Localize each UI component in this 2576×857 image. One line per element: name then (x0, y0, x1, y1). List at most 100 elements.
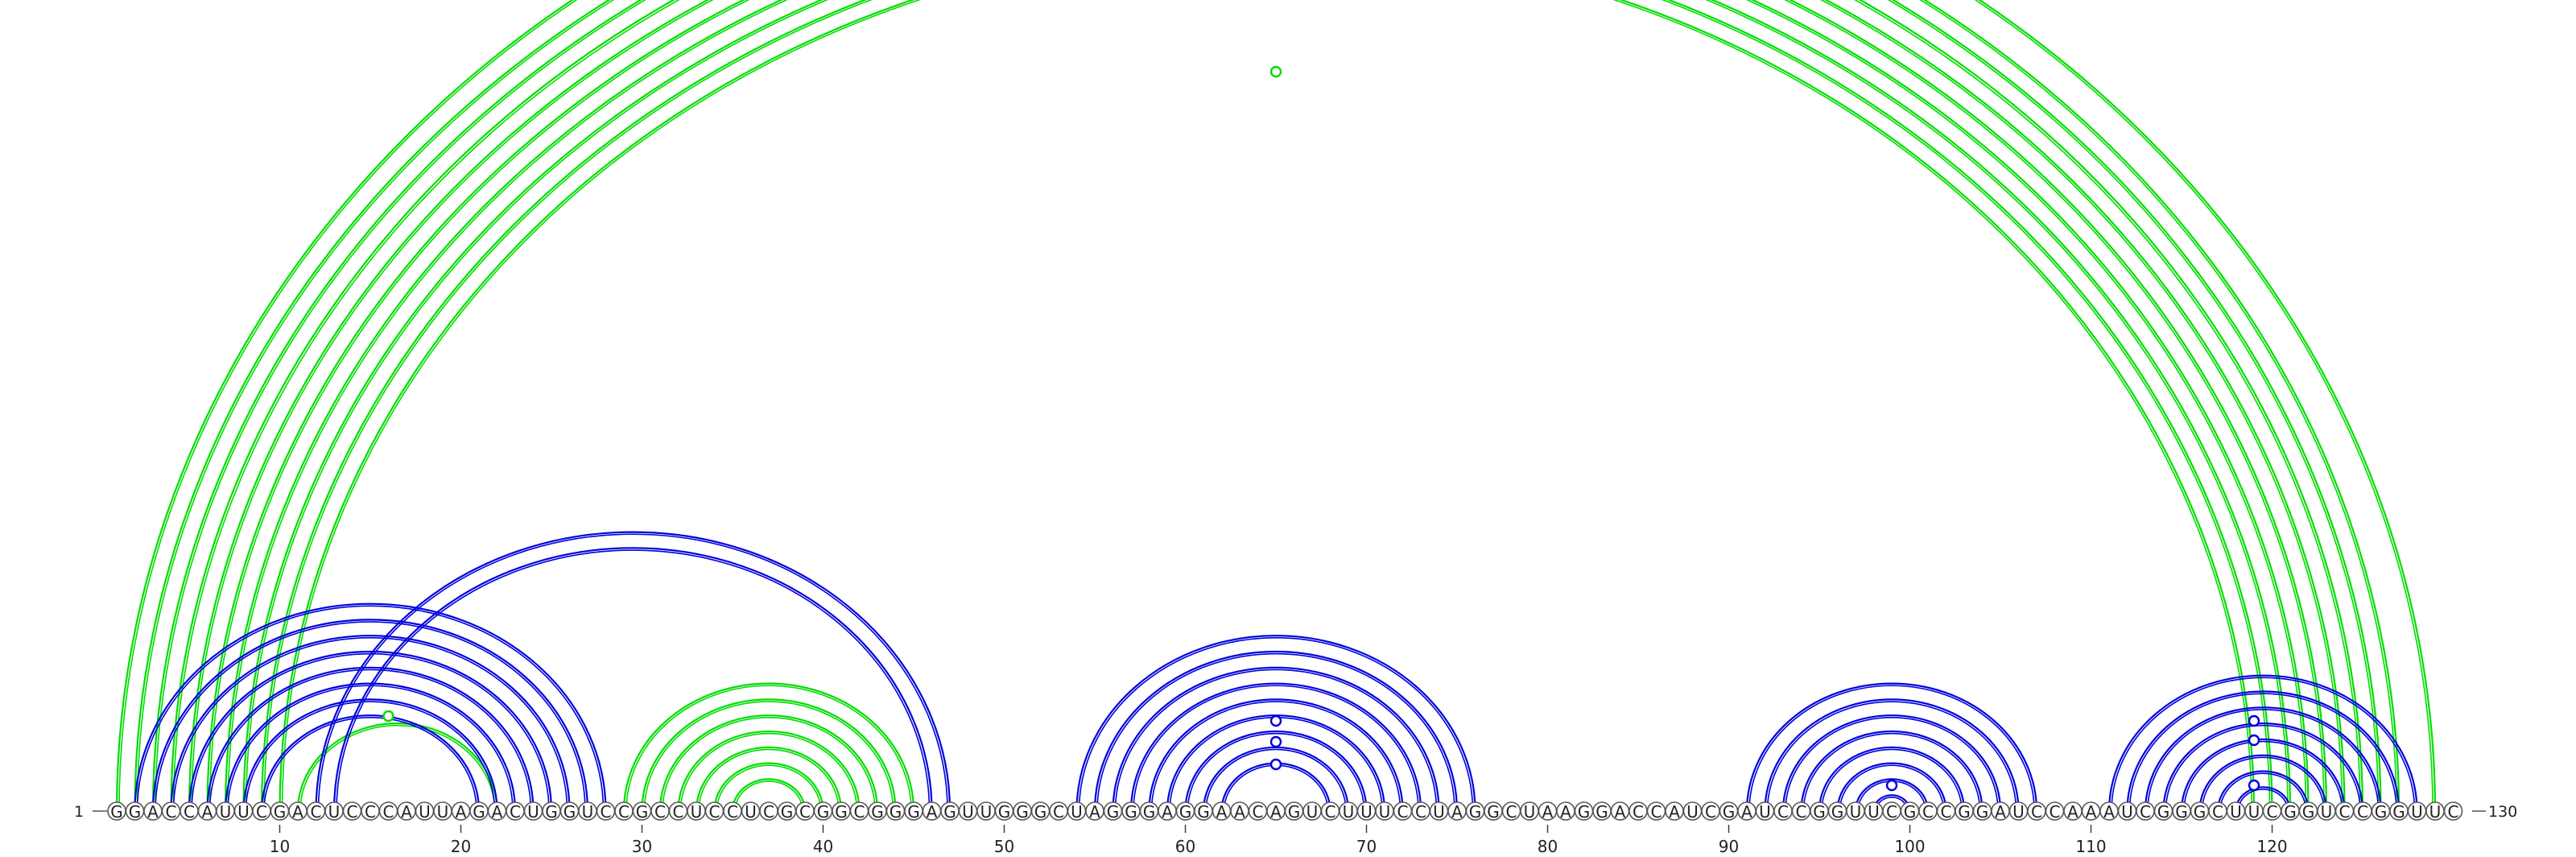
nucleotide-101-letter: C (1922, 802, 1934, 822)
structure-a-marker-2 (1269, 714, 1282, 727)
structure-a-arc-56-74 (1112, 666, 1440, 812)
structure-a-marker-4 (1885, 779, 1898, 792)
structure-a-marker-5 (2248, 779, 2260, 792)
nucleotide-18: U (415, 801, 435, 822)
nucleotide-87: A (1665, 801, 1684, 822)
structure-a-arc-91-107-inner (1748, 685, 2035, 812)
structure-a-arc-116-123-inner (2201, 756, 2325, 812)
nucleotide-105-letter: A (1995, 802, 2006, 822)
structure-b-arc-35-39 (731, 778, 807, 812)
nucleotide-34-letter: C (709, 802, 720, 822)
nucleotide-69: U (1339, 801, 1358, 822)
structure-a-arc-115-124-inner (2183, 740, 2343, 812)
structure-a-arc-117-122 (2216, 770, 2310, 812)
nucleotide-105: A (1991, 801, 2010, 822)
nucleotide-115-letter: G (2175, 802, 2188, 822)
nucleotide-124-letter: C (2339, 802, 2351, 822)
nucleotide-109-letter: A (2067, 802, 2079, 822)
structure-a-arc-2-28-inner (136, 605, 605, 812)
nucleotide-86: C (1646, 801, 1666, 822)
nucleotide-103: G (1955, 801, 1974, 822)
nucleotide-90-letter: G (1723, 802, 1736, 822)
nucleotide-37-letter: C (763, 802, 774, 822)
axis-tick-label-110: 110 (2075, 837, 2106, 856)
nucleotide-114: G (2153, 801, 2174, 822)
nucleotide-62: A (1212, 801, 1232, 822)
structure-a-arcs (134, 531, 2418, 812)
nucleotide-1-letter: G (110, 802, 123, 822)
structure-b-arc-10-119-inner (281, 0, 2252, 812)
structure-b-arc-31-43 (658, 714, 879, 812)
nucleotide-46: A (922, 801, 942, 822)
nucleotide-1: G (107, 801, 126, 822)
nucleotide-111-letter: A (2103, 802, 2115, 822)
nucleotide-6-letter: A (202, 802, 213, 822)
nucleotide-123-letter: U (2321, 802, 2333, 822)
nucleotide-75: A (1447, 801, 1467, 822)
structure-a-marker-6 (2248, 734, 2260, 747)
nucleotide-45: G (904, 801, 923, 822)
nucleotide-49-letter: U (980, 802, 993, 822)
nucleotide-85: C (1629, 801, 1648, 822)
nucleotide-26: G (559, 801, 580, 822)
nucleotide-48-letter: U (962, 802, 974, 822)
structure-a-arc-13-46-inner (336, 549, 931, 812)
structure-a-arc-7-23 (224, 682, 517, 812)
structure-a-arc-7-23-inner (227, 685, 514, 812)
axis-tick-label-100: 100 (1894, 837, 1925, 856)
structure-a-arc-9-21 (260, 714, 481, 812)
nucleotide-83: G (1592, 801, 1612, 822)
nucleotide-30: G (632, 801, 652, 822)
structure-b-arcs (115, 0, 2437, 812)
structure-a-arc-60-70 (1184, 730, 1368, 812)
structure-a-arc-3-27 (151, 619, 589, 812)
structure-b-arc-35-39-inner (734, 780, 803, 812)
structure-b-arc-3-126 (151, 0, 2382, 812)
nucleotide-8: U (233, 801, 254, 822)
nucleotide-10-letter: G (274, 802, 287, 822)
structure-a-arc-4-26 (170, 635, 571, 812)
structure-b-arc-3-126-inner (155, 0, 2380, 812)
nucleotide-50: G (994, 801, 1014, 822)
nucleotide-67-letter: U (1307, 802, 1319, 822)
nucleotide-111: A (2099, 801, 2119, 822)
structure-b-arc-6-123 (206, 0, 2328, 812)
nucleotide-121: G (2281, 801, 2300, 822)
nucleotide-25-letter: G (545, 802, 558, 822)
nucleotide-32-letter: C (673, 802, 684, 822)
arc-markers (382, 65, 2260, 792)
nucleotide-68: C (1320, 801, 1340, 822)
structure-b-arc-31-43-inner (662, 717, 876, 812)
nucleotide-123: U (2317, 801, 2336, 822)
start-position-label: 1 (74, 803, 84, 821)
nucleotide-129: U (2425, 801, 2445, 822)
nucleotide-115: G (2172, 801, 2191, 822)
structure-b-arc-7-122-inner (227, 0, 2307, 812)
nucleotide-49: U (976, 801, 996, 822)
structure-b-arc-29-45 (622, 682, 915, 812)
nucleotide-36: U (741, 801, 761, 822)
nucleotide-121-letter: G (2284, 802, 2297, 822)
nucleotide-126-letter: G (2375, 802, 2388, 822)
nucleotide-56: G (1103, 801, 1123, 822)
structure-a-marker-7 (2248, 714, 2260, 727)
nucleotide-122: G (2298, 801, 2318, 822)
structure-a-arc-6-24-inner (208, 669, 532, 812)
structure-b-arc-32-42-inner (679, 732, 858, 812)
nucleotide-91: A (1737, 801, 1757, 822)
nucleotide-70-letter: U (1360, 802, 1373, 822)
nucleotide-99: C (1882, 801, 1901, 822)
nucleotide-13-letter: U (328, 802, 341, 822)
nucleotide-104: G (1972, 801, 1992, 822)
nucleotide-86-letter: C (1651, 802, 1662, 822)
nucleotide-89: C (1701, 801, 1720, 822)
structure-a-arc-9-21-inner (263, 717, 477, 812)
nucleotide-47: G (940, 801, 960, 822)
structure-a-arc-54-76 (1075, 635, 1476, 812)
nucleotide-120: C (2262, 801, 2282, 822)
nucleotide-17-letter: A (401, 802, 412, 822)
nucleotide-61: G (1194, 801, 1213, 822)
nucleotide-37: C (759, 801, 778, 822)
nucleotide-42: C (849, 801, 869, 822)
